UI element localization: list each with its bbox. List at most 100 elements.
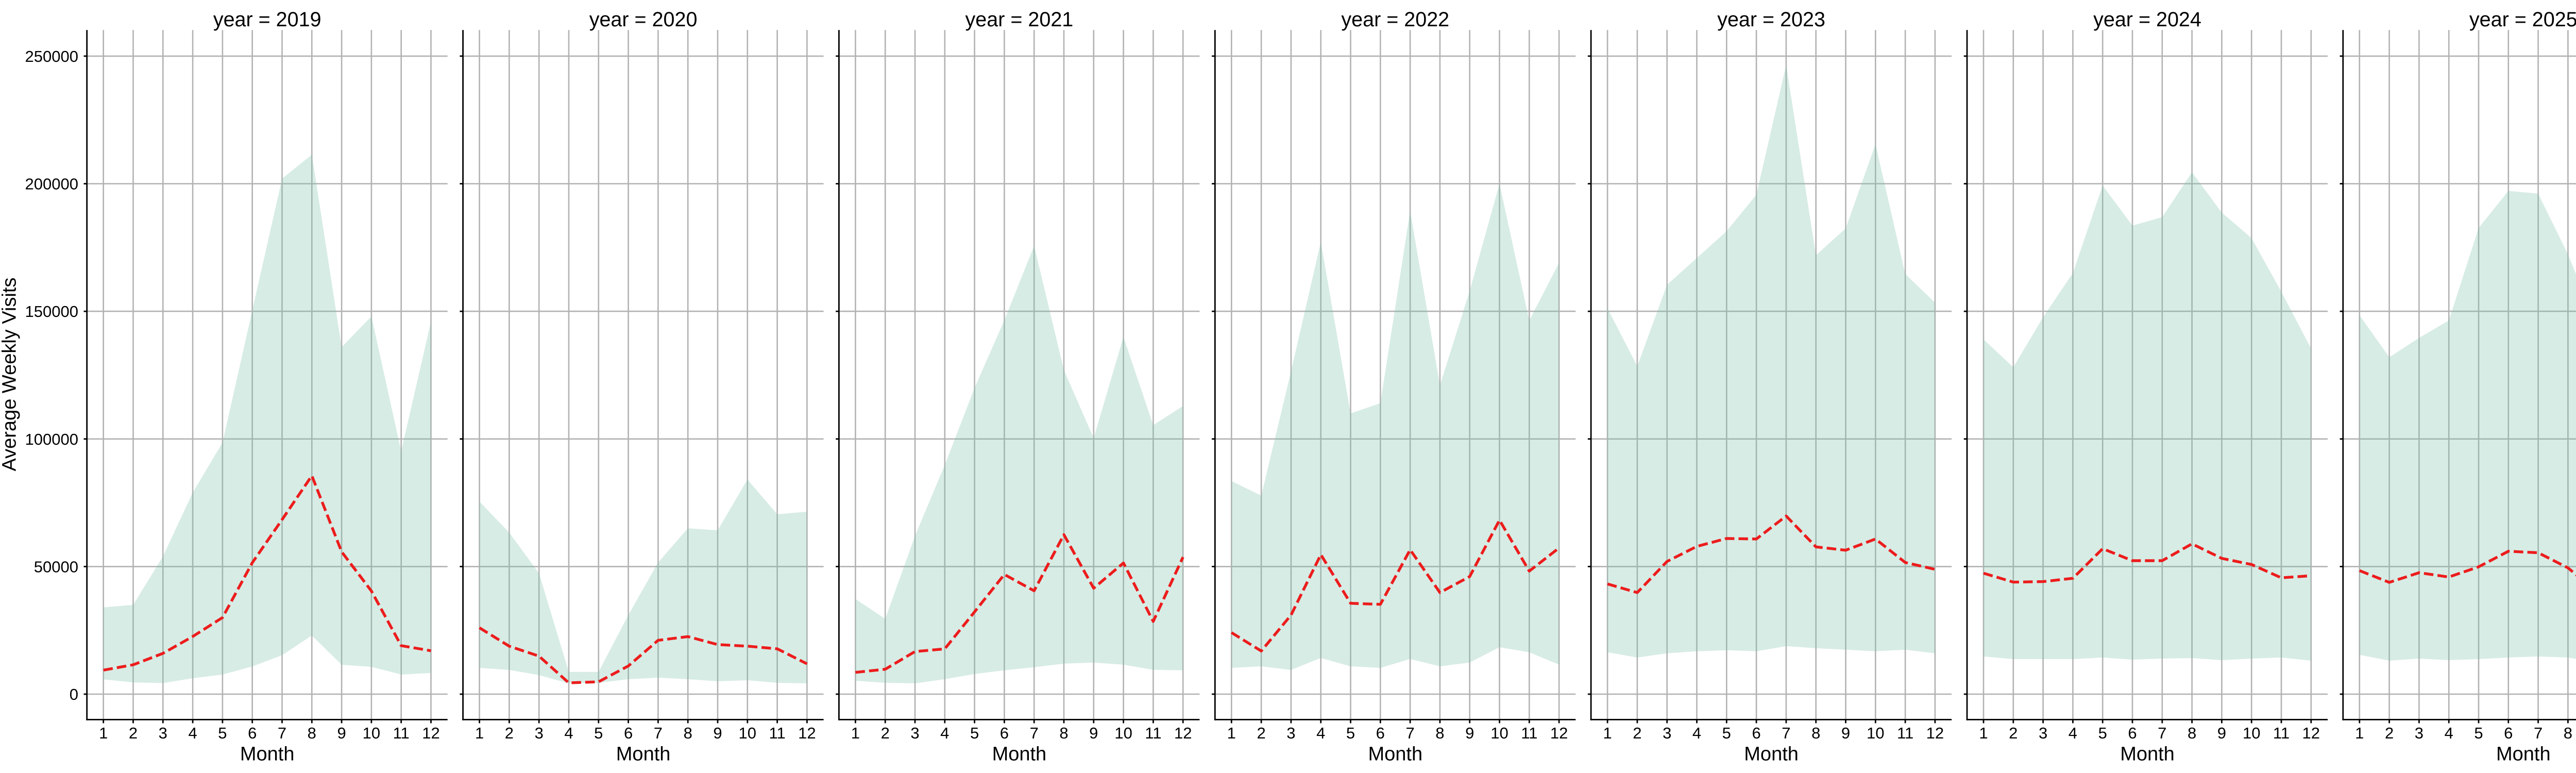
svg-text:2: 2 — [881, 724, 890, 742]
svg-text:Month: Month — [1744, 744, 1799, 765]
svg-text:6: 6 — [1376, 724, 1385, 742]
svg-text:9: 9 — [713, 724, 722, 742]
svg-text:8: 8 — [1811, 724, 1820, 742]
svg-text:11: 11 — [2273, 724, 2290, 742]
svg-text:9: 9 — [2217, 724, 2226, 742]
svg-text:50000: 50000 — [34, 558, 78, 576]
svg-text:8: 8 — [308, 724, 316, 742]
svg-text:3: 3 — [910, 724, 919, 742]
svg-text:9: 9 — [1089, 724, 1098, 742]
svg-text:5: 5 — [594, 724, 603, 742]
svg-text:11: 11 — [1145, 724, 1161, 742]
svg-text:1: 1 — [1227, 724, 1236, 742]
svg-text:7: 7 — [2158, 724, 2166, 742]
svg-text:150000: 150000 — [25, 303, 78, 321]
svg-text:5: 5 — [2098, 724, 2107, 742]
svg-text:8: 8 — [1435, 724, 1444, 742]
svg-text:6: 6 — [1000, 724, 1009, 742]
svg-text:11: 11 — [769, 724, 786, 742]
svg-text:4: 4 — [564, 724, 573, 742]
svg-text:11: 11 — [393, 724, 410, 742]
svg-text:Month: Month — [1368, 744, 1422, 765]
svg-text:2: 2 — [1257, 724, 1265, 742]
svg-text:1: 1 — [99, 724, 108, 742]
svg-text:Average Weekly Visits: Average Weekly Visits — [0, 278, 21, 472]
svg-text:6: 6 — [248, 724, 257, 742]
svg-text:9: 9 — [337, 724, 346, 742]
svg-text:5: 5 — [970, 724, 979, 742]
svg-text:200000: 200000 — [25, 175, 78, 193]
svg-text:Month: Month — [240, 744, 295, 765]
svg-text:8: 8 — [1059, 724, 1068, 742]
svg-text:3: 3 — [2039, 724, 2047, 742]
svg-text:250000: 250000 — [25, 47, 78, 65]
svg-text:Month: Month — [2120, 744, 2175, 765]
svg-text:year = 2022: year = 2022 — [1341, 8, 1449, 31]
svg-text:2: 2 — [2385, 724, 2394, 742]
svg-text:4: 4 — [2445, 724, 2453, 742]
svg-text:3: 3 — [1663, 724, 1671, 742]
svg-text:year = 2021: year = 2021 — [965, 8, 1074, 31]
svg-text:4: 4 — [1692, 724, 1701, 742]
svg-text:6: 6 — [2128, 724, 2137, 742]
svg-text:9: 9 — [1841, 724, 1850, 742]
svg-text:2: 2 — [505, 724, 514, 742]
svg-text:2: 2 — [2009, 724, 2018, 742]
svg-text:Month: Month — [2496, 744, 2551, 765]
svg-text:year = 2019: year = 2019 — [213, 8, 321, 31]
svg-text:10: 10 — [363, 724, 380, 742]
svg-text:7: 7 — [1782, 724, 1790, 742]
svg-text:6: 6 — [2504, 724, 2513, 742]
svg-text:100000: 100000 — [25, 430, 78, 448]
svg-text:0: 0 — [70, 685, 78, 703]
svg-text:year = 2023: year = 2023 — [1717, 8, 1825, 31]
svg-text:7: 7 — [1030, 724, 1039, 742]
svg-text:5: 5 — [2474, 724, 2483, 742]
svg-text:1: 1 — [2355, 724, 2364, 742]
svg-text:12: 12 — [1174, 724, 1192, 742]
svg-text:10: 10 — [739, 724, 756, 742]
svg-text:4: 4 — [940, 724, 949, 742]
svg-text:3: 3 — [159, 724, 167, 742]
svg-text:10: 10 — [1867, 724, 1884, 742]
svg-text:12: 12 — [2302, 724, 2320, 742]
svg-text:11: 11 — [1897, 724, 1913, 742]
svg-text:3: 3 — [2415, 724, 2424, 742]
svg-text:6: 6 — [624, 724, 633, 742]
svg-text:3: 3 — [1286, 724, 1295, 742]
svg-text:year = 2025: year = 2025 — [2469, 8, 2576, 31]
svg-text:2: 2 — [1633, 724, 1641, 742]
svg-text:12: 12 — [1926, 724, 1944, 742]
svg-text:7: 7 — [2534, 724, 2543, 742]
svg-text:9: 9 — [1465, 724, 1474, 742]
svg-text:3: 3 — [535, 724, 544, 742]
svg-text:5: 5 — [1722, 724, 1731, 742]
svg-text:Month: Month — [616, 744, 671, 765]
svg-text:10: 10 — [2243, 724, 2260, 742]
svg-text:1: 1 — [1603, 724, 1612, 742]
svg-text:8: 8 — [2564, 724, 2572, 742]
svg-text:1: 1 — [475, 724, 484, 742]
svg-text:year = 2020: year = 2020 — [589, 8, 698, 31]
svg-text:4: 4 — [1316, 724, 1325, 742]
svg-text:12: 12 — [422, 724, 439, 742]
svg-text:6: 6 — [1752, 724, 1760, 742]
svg-text:7: 7 — [278, 724, 286, 742]
svg-text:2: 2 — [129, 724, 138, 742]
svg-text:4: 4 — [188, 724, 197, 742]
svg-text:1: 1 — [1979, 724, 1988, 742]
svg-text:8: 8 — [2188, 724, 2196, 742]
svg-text:1: 1 — [851, 724, 860, 742]
svg-text:10: 10 — [1114, 724, 1132, 742]
svg-text:12: 12 — [1550, 724, 1568, 742]
svg-text:5: 5 — [1346, 724, 1355, 742]
svg-text:5: 5 — [218, 724, 227, 742]
svg-text:7: 7 — [654, 724, 663, 742]
svg-text:Month: Month — [992, 744, 1047, 765]
svg-text:4: 4 — [2069, 724, 2077, 742]
svg-text:8: 8 — [684, 724, 692, 742]
svg-text:year = 2024: year = 2024 — [2093, 8, 2201, 31]
svg-text:11: 11 — [1521, 724, 1537, 742]
svg-text:7: 7 — [1405, 724, 1414, 742]
svg-text:10: 10 — [1490, 724, 1508, 742]
